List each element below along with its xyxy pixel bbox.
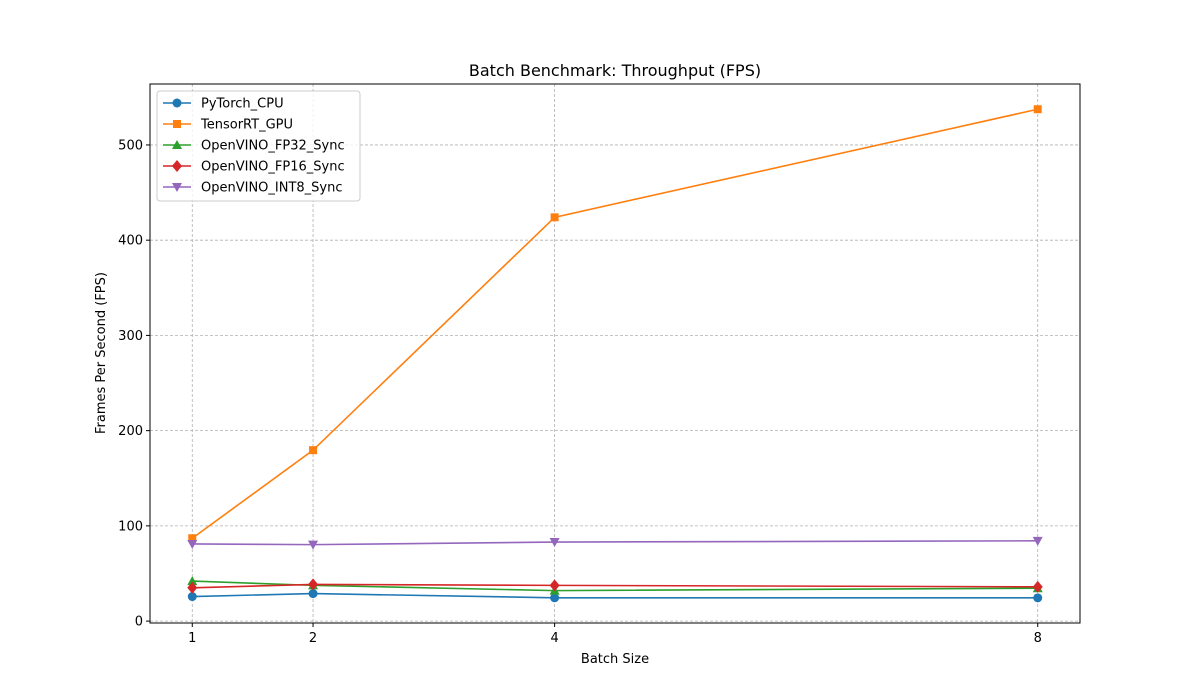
- data-point: [308, 578, 319, 591]
- data-point: [550, 213, 559, 222]
- legend-item-tensorrt-gpu: TensorRT_GPU: [163, 118, 293, 133]
- data-point: [549, 579, 560, 592]
- plot-area-frame: [149, 83, 1081, 624]
- data-point: [1032, 580, 1043, 593]
- data-point: [188, 534, 197, 543]
- data-point: [309, 446, 318, 455]
- chart-title: Batch Benchmark: Throughput (FPS): [469, 61, 761, 80]
- data-point: [549, 538, 560, 548]
- data-point: [308, 540, 319, 550]
- data-point: [550, 593, 560, 603]
- x-tick-label: 8: [1034, 631, 1042, 646]
- legend: PyTorch_CPU TensorRT_GPU OpenVINO_FP32_Syn…: [156, 90, 361, 202]
- legend-item-pytorch-cpu: PyTorch_CPU: [163, 97, 284, 112]
- x-tick-label: 4: [550, 631, 558, 646]
- legend-item-openvino-fp16-sync: OpenVINO_FP16_Sync: [163, 160, 345, 175]
- data-point: [187, 581, 198, 594]
- series-line: [192, 583, 1038, 589]
- legend-item-openvino-int8-sync: OpenVINO_INT8_Sync: [163, 181, 343, 196]
- legend-swatch-marker: [172, 160, 182, 172]
- legend-box: [156, 90, 361, 202]
- legend-label: TensorRT_GPU: [200, 118, 293, 133]
- legend-label: OpenVINO_INT8_Sync: [201, 181, 343, 196]
- y-tick-label: 0: [135, 615, 143, 630]
- data-point: [1032, 536, 1043, 546]
- data-point: [187, 592, 197, 602]
- series-line: [192, 540, 1038, 546]
- series-tensorrt-gpu: [188, 105, 1042, 543]
- series-layer: [187, 105, 1043, 603]
- series-line: [192, 580, 1038, 592]
- y-tick-label: 500: [118, 138, 143, 153]
- data-point: [1033, 105, 1042, 114]
- y-tick-label: 200: [118, 424, 143, 439]
- legend-swatch-marker: [172, 140, 182, 149]
- series-openvino-fp16-sync: [187, 578, 1043, 594]
- legend-item-openvino-fp32-sync: OpenVINO_FP32_Sync: [163, 139, 345, 154]
- legend-label: OpenVINO_FP16_Sync: [201, 160, 345, 175]
- series-openvino-int8-sync: [187, 536, 1043, 550]
- y-tick-label: 100: [118, 519, 143, 534]
- y-axis-title: Frames Per Second (FPS): [94, 272, 109, 434]
- y-tick-label: 400: [118, 234, 143, 249]
- series-line: [191, 108, 1038, 539]
- x-axis-ticks: 1 2 4 8: [188, 623, 1042, 646]
- legend-swatch-marker: [172, 98, 182, 108]
- data-point: [187, 539, 198, 549]
- y-axis-ticks: 0 100 200 300 400 500: [118, 138, 150, 630]
- x-tick-label: 1: [188, 631, 196, 646]
- series-pytorch-cpu: [187, 589, 1043, 603]
- data-point: [187, 576, 198, 586]
- x-tick-label: 2: [309, 631, 317, 646]
- data-point: [1033, 593, 1043, 603]
- y-tick-label: 300: [118, 329, 143, 344]
- series-line: [192, 592, 1038, 599]
- x-axis-title: Batch Size: [581, 652, 649, 667]
- legend-label: OpenVINO_FP32_Sync: [201, 139, 345, 154]
- data-point: [308, 589, 318, 599]
- legend-swatch-marker: [172, 183, 182, 192]
- legend-swatch-marker: [173, 120, 181, 128]
- legend-label: PyTorch_CPU: [201, 97, 284, 112]
